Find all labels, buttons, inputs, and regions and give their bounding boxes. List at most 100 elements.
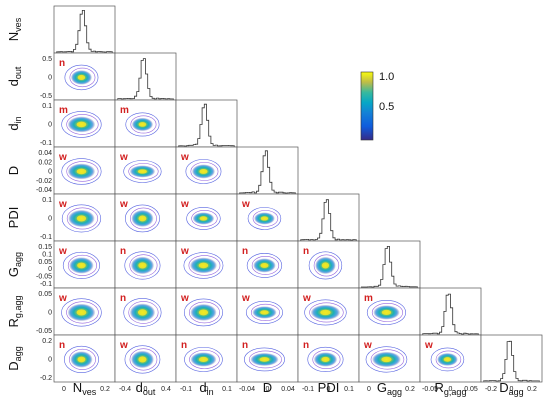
density-contour — [248, 350, 282, 369]
pair-label: n — [120, 293, 126, 304]
pair-label: n — [120, 246, 126, 257]
density-contour — [61, 298, 102, 327]
pair-label: n — [303, 340, 309, 351]
histogram-panel — [53, 5, 116, 54]
y-axis-label: Nves — [6, 17, 23, 41]
x-axis-label: din — [199, 380, 213, 397]
y-tick-label: 0 — [48, 357, 52, 364]
density-contour — [69, 67, 96, 88]
x-tick-label: 0.1 — [222, 386, 232, 393]
density-contour — [183, 298, 223, 327]
y-tick-label: 0 — [48, 216, 52, 223]
density-contour — [68, 348, 96, 370]
histogram-panel — [358, 240, 421, 289]
colorbar: 1.0 0.5 — [360, 71, 394, 141]
density-contour — [63, 345, 99, 373]
y-tick-label: 0 — [48, 122, 52, 129]
x-tick-label: -0.4 — [119, 386, 131, 393]
pair-label: w — [58, 293, 67, 304]
x-tick-label: 0.2 — [100, 386, 110, 393]
y-tick-label: 0 — [48, 310, 52, 317]
scatter-panel: m — [53, 99, 116, 148]
density-contour — [123, 160, 162, 183]
density-peak — [76, 309, 87, 316]
pair-label: w — [363, 340, 372, 351]
y-tick-label: -0.05 — [36, 328, 52, 335]
colorbar-tick-label: 0.5 — [379, 101, 394, 113]
x-tick-label: -0.1 — [302, 386, 314, 393]
y-tick-label: -0.1 — [40, 140, 52, 147]
density-contour — [312, 349, 341, 369]
histogram-line — [116, 58, 175, 100]
pair-label: n — [303, 246, 309, 257]
scatter-panel: w — [175, 287, 238, 336]
y-tick-label: -0.1 — [40, 234, 52, 241]
x-tick-label: 0.4 — [161, 386, 171, 393]
density-peak — [260, 216, 269, 221]
y-axis-label: PDI — [6, 207, 21, 229]
density-contour — [189, 349, 220, 369]
scatter-panel: w — [53, 240, 116, 289]
density-peak — [77, 262, 86, 269]
histogram-line — [238, 150, 297, 194]
scatter-panel: n — [53, 334, 116, 383]
y-tick-label: 0.05 — [38, 259, 52, 266]
pair-label: m — [59, 105, 68, 116]
scatter-panel: n — [175, 334, 238, 383]
histogram-line — [361, 246, 419, 288]
y-tick-label: -0.5 — [40, 93, 52, 100]
pair-label: w — [58, 246, 67, 257]
x-axis-label: dout — [136, 380, 156, 397]
x-tick-label: -0.05 — [422, 386, 438, 393]
density-contour — [430, 347, 465, 372]
y-tick-label: 0.02 — [38, 159, 52, 166]
density-peak — [138, 215, 147, 222]
density-contour — [124, 251, 161, 280]
x-tick-label: 0 — [144, 386, 148, 393]
density-peak — [320, 309, 331, 316]
density-contour — [252, 210, 279, 227]
density-peak — [381, 356, 392, 363]
pair-label: w — [58, 199, 67, 210]
x-tick-label: 0 — [367, 386, 371, 393]
density-contour — [250, 303, 280, 321]
x-tick-label: 0 — [62, 386, 66, 393]
density-contour — [365, 346, 408, 373]
scatter-panel: n — [297, 334, 360, 383]
y-tick-label: -0.2 — [40, 375, 52, 382]
density-contour — [64, 64, 99, 91]
density-contour — [251, 256, 280, 275]
scatter-panel: w — [236, 287, 299, 336]
pair-label: n — [242, 246, 248, 257]
histogram-panel — [480, 334, 543, 383]
histogram-line — [299, 199, 358, 241]
pair-label: w — [180, 246, 189, 257]
density-contour — [243, 347, 285, 372]
y-tick-label: 0.04 — [38, 150, 52, 157]
x-tick-label: -0.1 — [180, 386, 192, 393]
scatter-panel: n — [53, 52, 116, 101]
scatter-panel: w — [419, 334, 482, 383]
density-contour — [307, 346, 344, 372]
density-peak — [137, 309, 147, 316]
density-peak — [443, 357, 452, 362]
x-axis-label: D — [263, 380, 272, 395]
density-contour — [125, 112, 160, 137]
density-contour — [184, 346, 223, 372]
pair-label: m — [120, 105, 129, 116]
density-peak — [321, 262, 330, 269]
density-contour — [190, 162, 219, 181]
density-contour — [188, 301, 220, 324]
scatter-panel: n — [114, 240, 177, 289]
scatter-panel: w — [53, 193, 116, 242]
density-contour — [185, 159, 222, 184]
density-contour — [191, 210, 218, 227]
density-contour — [128, 163, 159, 180]
y-tick-label: 0 — [48, 75, 52, 82]
density-peak — [138, 262, 147, 269]
pair-label: w — [180, 152, 189, 163]
y-tick-label: -0.02 — [36, 178, 52, 185]
x-tick-label: 0 — [266, 386, 270, 393]
pair-label: w — [241, 293, 250, 304]
